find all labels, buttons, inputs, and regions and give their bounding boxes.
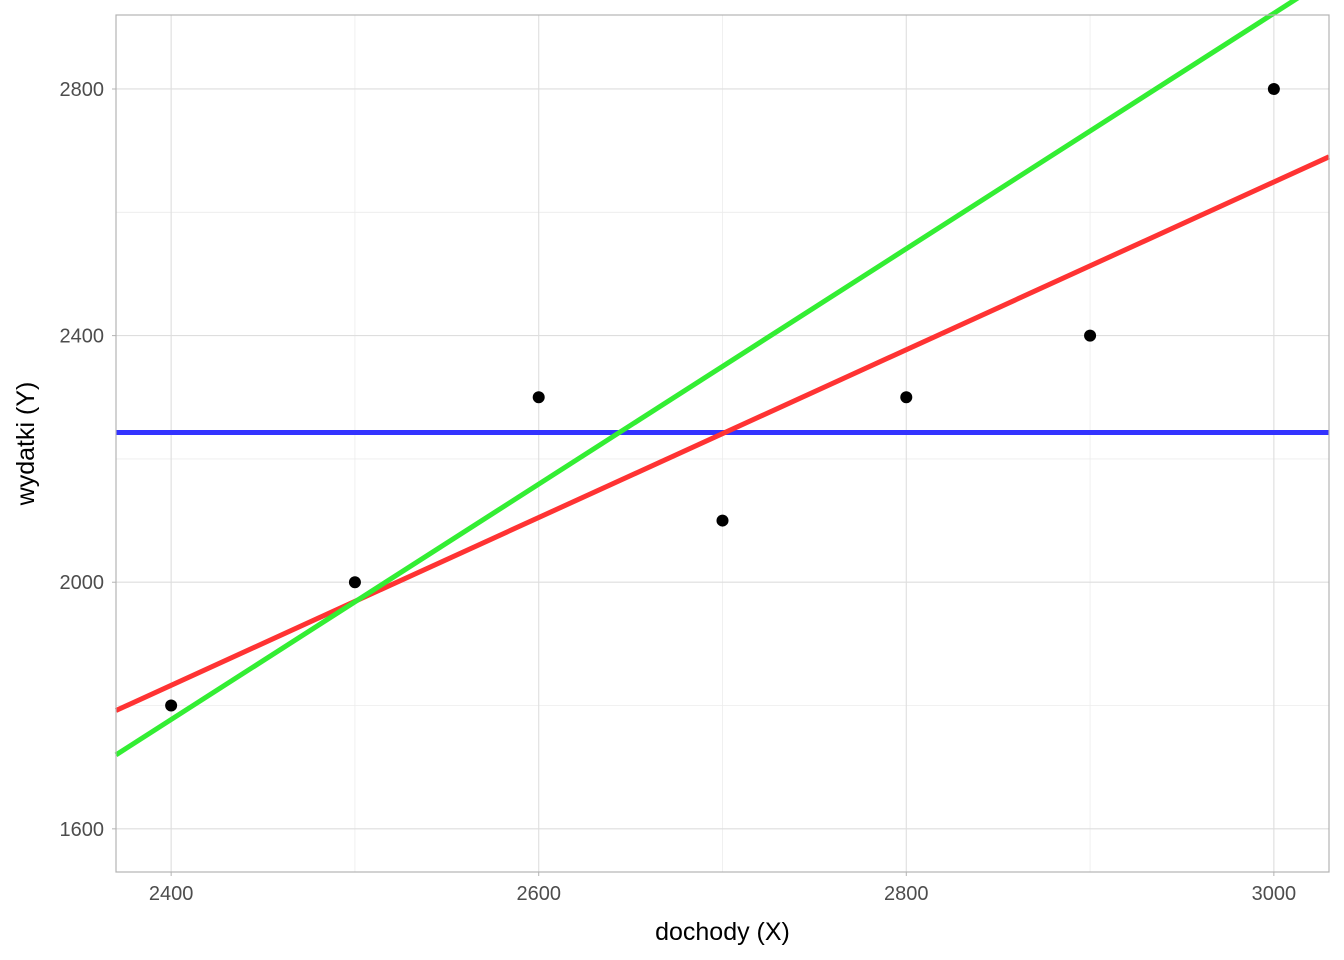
data-point — [165, 699, 178, 712]
data-point — [1084, 329, 1097, 342]
y-tick-label: 1600 — [60, 819, 105, 841]
panel-border — [115, 14, 1330, 873]
x-tick-label: 2600 — [516, 883, 561, 905]
data-points — [165, 82, 1280, 712]
data-point — [532, 391, 545, 404]
y-axis-ticks: 1600 2000 2400 2800 — [60, 79, 116, 841]
y-tick-label: 2800 — [60, 79, 105, 101]
grid — [116, 15, 1329, 872]
y-tick-label: 2000 — [60, 572, 105, 594]
y-axis-title: wydatki (Y) — [12, 382, 40, 507]
x-tick-label: 3000 — [1252, 883, 1297, 905]
data-point — [716, 514, 729, 527]
series-line-3 — [114, 0, 1300, 757]
x-tick-label: 2800 — [884, 883, 929, 905]
x-tick-label: 2400 — [149, 883, 194, 905]
x-axis-ticks: 2400 2600 2800 3000 — [149, 872, 1296, 905]
regression-lines — [114, 0, 1331, 757]
data-point — [348, 576, 361, 589]
x-axis-title: dochody (X) — [655, 918, 790, 946]
data-point — [1267, 82, 1280, 95]
series-line-2 — [114, 154, 1331, 713]
data-point — [900, 391, 913, 404]
y-tick-label: 2400 — [60, 326, 105, 348]
